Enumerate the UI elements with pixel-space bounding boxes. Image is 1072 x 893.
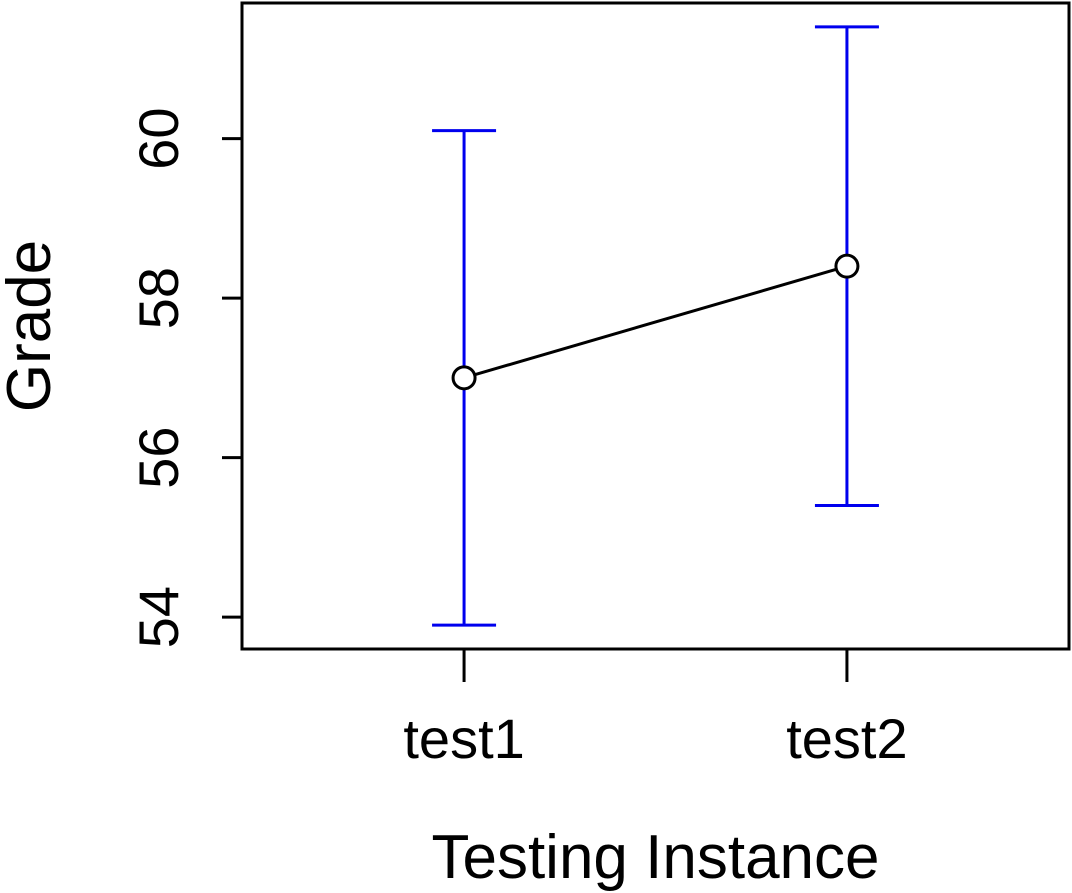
y-axis: 54 56 58 60 (127, 107, 244, 648)
y-tick-label-58: 58 (127, 267, 190, 329)
y-axis-title: Grade (0, 240, 64, 412)
y-tick-label-54: 54 (127, 586, 190, 648)
series-line-group (463, 264, 848, 380)
plot-frame (240, 1, 1071, 651)
series-line (463, 264, 848, 380)
error-bars (432, 25, 879, 627)
x-axis: test1 test2 (403, 647, 908, 770)
y-tick-label-60: 60 (127, 107, 190, 169)
x-tick-label-test2: test2 (786, 707, 907, 770)
data-point-test2 (834, 253, 860, 279)
data-point-test1 (451, 365, 477, 391)
x-axis-title: Testing Instance (431, 823, 879, 892)
y-tick-label-56: 56 (127, 426, 190, 488)
data-points (451, 253, 860, 391)
x-tick-label-test1: test1 (403, 707, 524, 770)
